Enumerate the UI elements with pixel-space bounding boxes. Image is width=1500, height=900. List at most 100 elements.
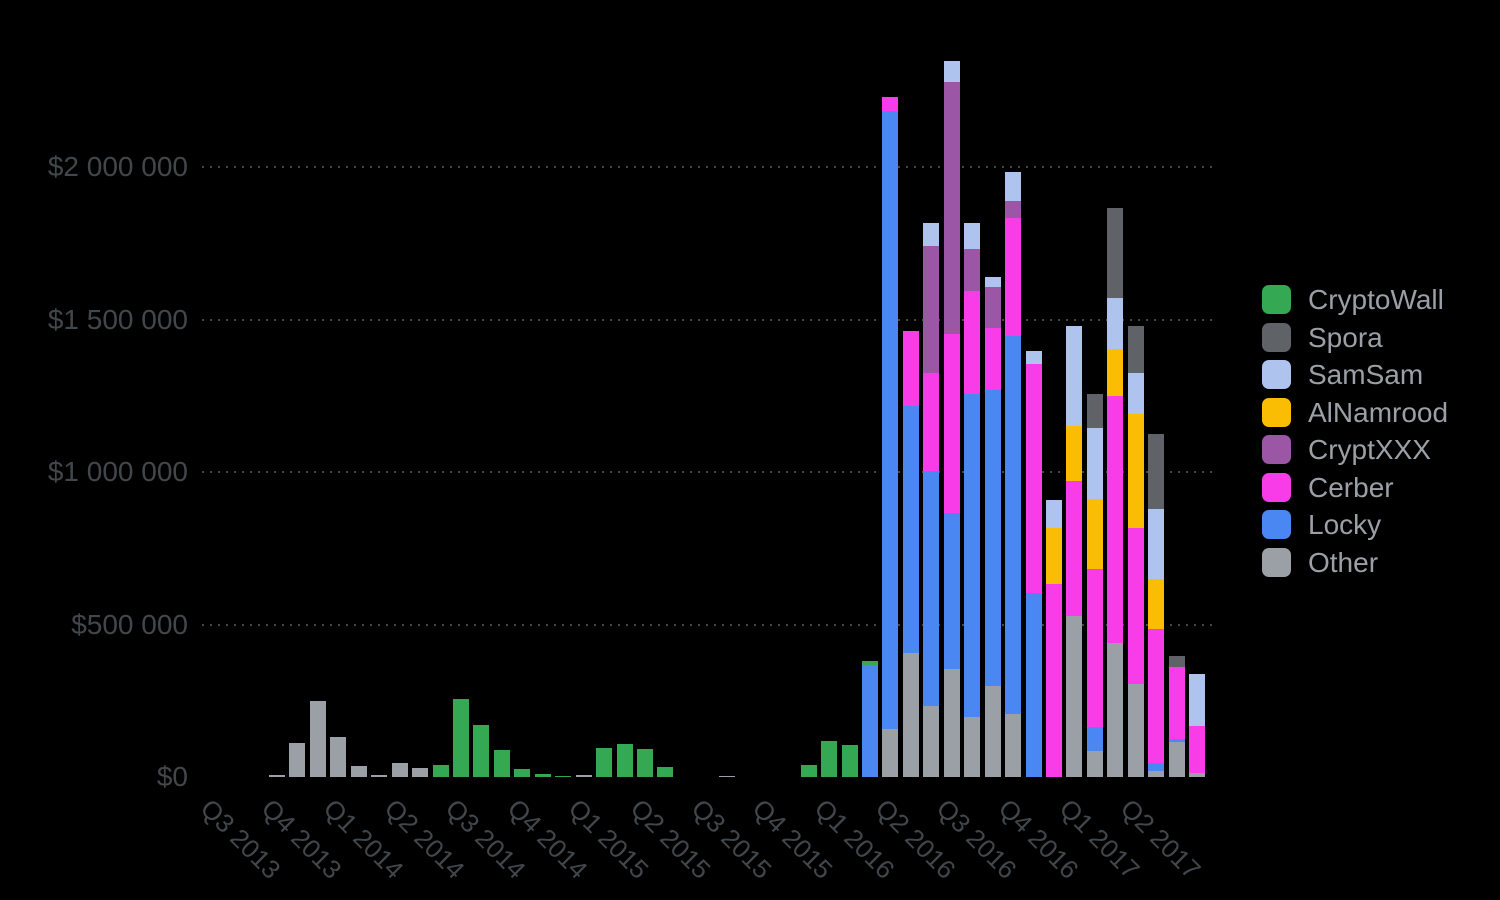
- bar-segment[interactable]: [473, 725, 490, 777]
- bar-segment[interactable]: [1107, 396, 1124, 644]
- bar-segment[interactable]: [882, 729, 899, 777]
- bar-segment[interactable]: [534, 773, 551, 777]
- bar-segment[interactable]: [1046, 527, 1062, 584]
- bar-segment[interactable]: [902, 330, 919, 406]
- bar-segment[interactable]: [412, 767, 429, 777]
- legend-item-other[interactable]: Other: [1262, 544, 1448, 582]
- bar-segment[interactable]: [1086, 751, 1103, 777]
- bar-segment[interactable]: [923, 705, 940, 777]
- bar-segment[interactable]: [1148, 433, 1165, 509]
- bar-segment[interactable]: [1107, 208, 1124, 299]
- legend-item-cryptowall[interactable]: CryptoWall: [1262, 281, 1448, 319]
- bar-segment[interactable]: [923, 372, 940, 471]
- bar-segment[interactable]: [330, 737, 347, 777]
- bar-segment[interactable]: [1025, 592, 1042, 777]
- bar-segment[interactable]: [964, 393, 981, 717]
- bar-segment[interactable]: [1107, 298, 1124, 350]
- legend-item-cryptxxx[interactable]: CryptXXX: [1262, 431, 1448, 469]
- bar-segment[interactable]: [1066, 325, 1083, 426]
- bar-segment[interactable]: [1066, 615, 1083, 777]
- bar-segment[interactable]: [1005, 217, 1022, 336]
- bar-segment[interactable]: [1148, 629, 1165, 763]
- bar-segment[interactable]: [514, 769, 531, 777]
- bar-segment[interactable]: [1148, 508, 1165, 580]
- bar-segment[interactable]: [391, 763, 408, 777]
- bar-segment[interactable]: [1148, 770, 1165, 777]
- bar-segment[interactable]: [1066, 425, 1083, 481]
- bar-segment[interactable]: [1127, 325, 1144, 373]
- bar-segment[interactable]: [821, 741, 838, 777]
- bar-segment[interactable]: [984, 389, 1001, 686]
- bar-segment[interactable]: [1127, 683, 1144, 777]
- bar-segment[interactable]: [493, 750, 510, 777]
- bar-segment[interactable]: [1107, 349, 1124, 397]
- bar-segment[interactable]: [350, 766, 367, 777]
- bar-segment[interactable]: [943, 669, 960, 777]
- bar-segment[interactable]: [657, 766, 674, 777]
- bar-segment[interactable]: [861, 661, 878, 665]
- bar-segment[interactable]: [637, 748, 653, 777]
- bar-segment[interactable]: [1066, 480, 1083, 616]
- bar-segment[interactable]: [943, 60, 960, 82]
- bar-segment[interactable]: [882, 110, 899, 730]
- bar-segment[interactable]: [964, 716, 981, 777]
- legend-item-locky[interactable]: Locky: [1262, 506, 1448, 544]
- bar-segment[interactable]: [964, 248, 981, 291]
- bar-segment[interactable]: [1005, 172, 1022, 201]
- bar-segment[interactable]: [943, 512, 960, 670]
- bar-segment[interactable]: [984, 286, 1001, 328]
- bar-segment[interactable]: [923, 223, 940, 246]
- bar-segment[interactable]: [289, 743, 306, 777]
- bar-segment[interactable]: [616, 744, 633, 777]
- bar-segment[interactable]: [575, 775, 592, 777]
- bar-segment[interactable]: [1189, 726, 1206, 774]
- bar-segment[interactable]: [902, 405, 919, 653]
- bar-segment[interactable]: [964, 222, 981, 249]
- bar-segment[interactable]: [1025, 363, 1042, 593]
- bar-segment[interactable]: [309, 700, 326, 777]
- bar-segment[interactable]: [1107, 643, 1124, 777]
- bar-segment[interactable]: [943, 81, 960, 334]
- bar-segment[interactable]: [984, 276, 1001, 287]
- bar-segment[interactable]: [1005, 200, 1022, 218]
- bar-segment[interactable]: [1189, 773, 1206, 777]
- bar-segment[interactable]: [1086, 498, 1103, 569]
- bar-segment[interactable]: [1168, 666, 1185, 739]
- legend-item-spora[interactable]: Spora: [1262, 319, 1448, 357]
- bar-segment[interactable]: [841, 744, 858, 777]
- bar-segment[interactable]: [718, 776, 735, 777]
- bar-segment[interactable]: [800, 765, 817, 777]
- bar-segment[interactable]: [1148, 579, 1165, 630]
- bar-segment[interactable]: [1168, 741, 1185, 777]
- bar-segment[interactable]: [943, 333, 960, 513]
- bar-segment[interactable]: [371, 774, 388, 777]
- bar-segment[interactable]: [555, 776, 572, 777]
- bar-segment[interactable]: [268, 775, 285, 777]
- bar-segment[interactable]: [923, 246, 940, 373]
- bar-segment[interactable]: [1025, 350, 1042, 364]
- bar-segment[interactable]: [1189, 673, 1206, 727]
- legend-item-cerber[interactable]: Cerber: [1262, 469, 1448, 507]
- bar-segment[interactable]: [1148, 762, 1165, 771]
- bar-segment[interactable]: [1086, 393, 1103, 428]
- bar-segment[interactable]: [1168, 738, 1185, 742]
- bar-segment[interactable]: [432, 765, 449, 777]
- bar-segment[interactable]: [1046, 499, 1062, 528]
- bar-segment[interactable]: [984, 685, 1001, 777]
- bar-segment[interactable]: [1046, 583, 1062, 777]
- legend-item-alnamrood[interactable]: AlNamrood: [1262, 394, 1448, 432]
- bar-segment[interactable]: [882, 96, 899, 111]
- bar-segment[interactable]: [1168, 655, 1185, 667]
- bar-segment[interactable]: [1005, 335, 1022, 714]
- bar-segment[interactable]: [1086, 726, 1103, 752]
- bar-segment[interactable]: [1086, 427, 1103, 499]
- bar-segment[interactable]: [1127, 527, 1144, 684]
- bar-segment[interactable]: [596, 748, 613, 777]
- bar-segment[interactable]: [984, 327, 1001, 390]
- bar-segment[interactable]: [1086, 568, 1103, 727]
- bar-segment[interactable]: [1127, 372, 1144, 414]
- bar-segment[interactable]: [1127, 413, 1144, 528]
- bar-segment[interactable]: [964, 290, 981, 394]
- legend-item-samsam[interactable]: SamSam: [1262, 356, 1448, 394]
- bar-segment[interactable]: [861, 664, 878, 777]
